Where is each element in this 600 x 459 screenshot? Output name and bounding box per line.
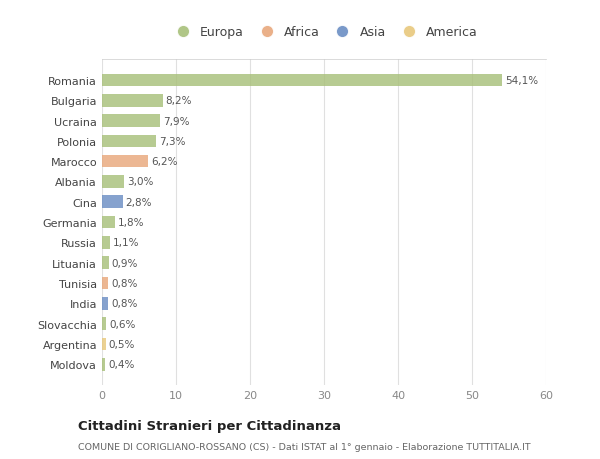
Text: 0,5%: 0,5%	[109, 339, 135, 349]
Bar	[102, 176, 124, 188]
Bar	[102, 95, 163, 107]
Bar	[102, 74, 502, 87]
Bar	[102, 318, 106, 330]
Bar	[102, 277, 108, 290]
Text: 54,1%: 54,1%	[505, 76, 538, 86]
Bar	[102, 297, 108, 310]
Text: 0,8%: 0,8%	[111, 299, 137, 308]
Text: 7,3%: 7,3%	[159, 137, 185, 146]
Text: COMUNE DI CORIGLIANO-ROSSANO (CS) - Dati ISTAT al 1° gennaio - Elaborazione TUTT: COMUNE DI CORIGLIANO-ROSSANO (CS) - Dati…	[78, 442, 530, 451]
Bar	[102, 236, 110, 249]
Bar	[102, 358, 105, 371]
Bar	[102, 257, 109, 269]
Legend: Europa, Africa, Asia, America: Europa, Africa, Asia, America	[167, 23, 481, 41]
Text: 3,0%: 3,0%	[127, 177, 154, 187]
Text: 7,9%: 7,9%	[163, 116, 190, 126]
Bar	[102, 216, 115, 229]
Text: 0,9%: 0,9%	[112, 258, 138, 268]
Text: 1,1%: 1,1%	[113, 238, 140, 248]
Text: Cittadini Stranieri per Cittadinanza: Cittadini Stranieri per Cittadinanza	[78, 420, 341, 432]
Bar	[102, 135, 156, 148]
Text: 8,2%: 8,2%	[166, 96, 192, 106]
Text: 0,6%: 0,6%	[109, 319, 136, 329]
Text: 6,2%: 6,2%	[151, 157, 178, 167]
Text: 1,8%: 1,8%	[118, 218, 145, 228]
Bar	[102, 196, 123, 209]
Bar	[102, 156, 148, 168]
Text: 2,8%: 2,8%	[125, 197, 152, 207]
Text: 0,4%: 0,4%	[108, 359, 134, 369]
Text: 0,8%: 0,8%	[111, 279, 137, 288]
Bar	[102, 338, 106, 351]
Bar	[102, 115, 160, 128]
